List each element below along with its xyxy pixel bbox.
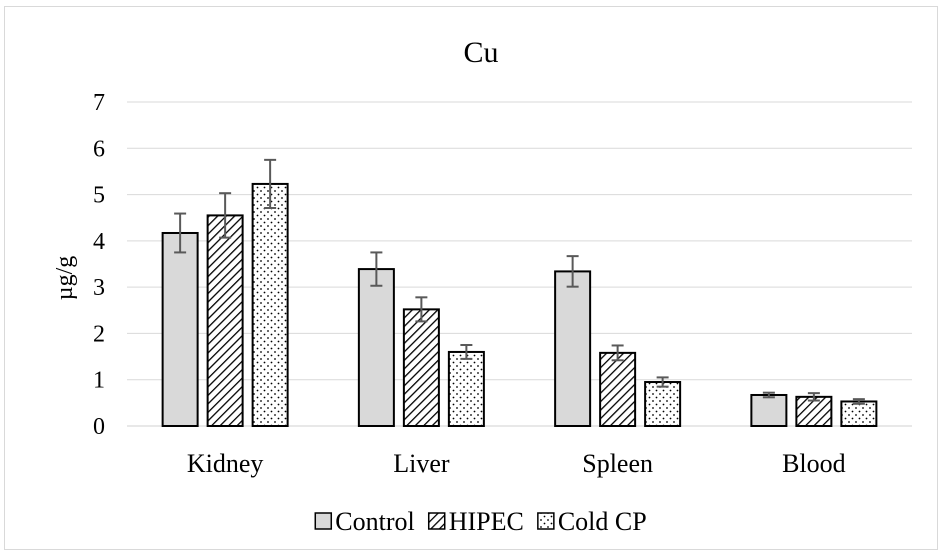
- chart-frame: [4, 6, 938, 550]
- y-tick-label: 7: [93, 90, 105, 116]
- grid-lines: [127, 101, 912, 427]
- category-label: Blood: [782, 449, 846, 478]
- y-tick-label: 0: [93, 414, 105, 440]
- bar-cold-cp-kidney: [251, 182, 289, 427]
- legend: Control HIPEC Cold CP: [314, 507, 647, 536]
- legend-swatch: [314, 512, 333, 530]
- bar-cold-cp-liver: [447, 350, 485, 428]
- bar-control-liver: [357, 268, 395, 427]
- y-tick-labels: 0 1 2 3 4 5 6 7: [93, 90, 105, 440]
- y-tick-label: 3: [93, 275, 105, 301]
- error-bar: [762, 391, 775, 399]
- error-bars: [174, 158, 865, 405]
- bar-control-blood: [750, 393, 788, 428]
- bar-control-spleen: [554, 270, 592, 427]
- error-bar: [460, 344, 473, 360]
- category-labels: Kidney Liver Spleen Blood: [187, 449, 846, 478]
- bar-cold-cp-spleen: [644, 381, 682, 427]
- legend-item-control: Control: [314, 507, 415, 536]
- legend-item-hipec: HIPEC: [427, 507, 524, 536]
- category-label: Liver: [393, 449, 450, 478]
- y-axis-label: µg/g: [52, 256, 78, 301]
- legend-swatch: [537, 512, 555, 530]
- legend-item-cold-cp: Cold CP: [537, 507, 647, 536]
- error-bar: [611, 344, 624, 362]
- bar-hipec-liver: [402, 308, 440, 427]
- error-bar: [264, 158, 277, 209]
- chart-title: Cu: [463, 36, 498, 69]
- legend-label: Control: [335, 507, 414, 536]
- error-bar: [807, 392, 820, 402]
- y-tick-label: 1: [93, 368, 105, 394]
- category-label: Kidney: [187, 449, 264, 478]
- error-bar: [852, 398, 865, 405]
- y-tick-label: 4: [93, 229, 105, 255]
- error-bar: [219, 192, 232, 239]
- bars: [161, 182, 878, 428]
- error-bar: [566, 255, 579, 288]
- bar-cold-cp-blood: [840, 400, 878, 427]
- error-bar: [415, 296, 428, 323]
- bar-hipec-spleen: [599, 351, 637, 427]
- y-tick-label: 6: [93, 136, 105, 162]
- error-bar: [370, 251, 383, 287]
- bar-control-kidney: [161, 231, 199, 427]
- legend-label: HIPEC: [449, 507, 524, 536]
- legend-label: Cold CP: [558, 507, 647, 536]
- y-tick-label: 5: [93, 183, 105, 209]
- y-tick-label: 2: [93, 321, 105, 347]
- error-bar: [174, 212, 187, 254]
- legend-swatch: [427, 512, 446, 530]
- error-bar: [656, 376, 669, 388]
- category-label: Spleen: [582, 449, 653, 478]
- bar-hipec-kidney: [206, 214, 244, 427]
